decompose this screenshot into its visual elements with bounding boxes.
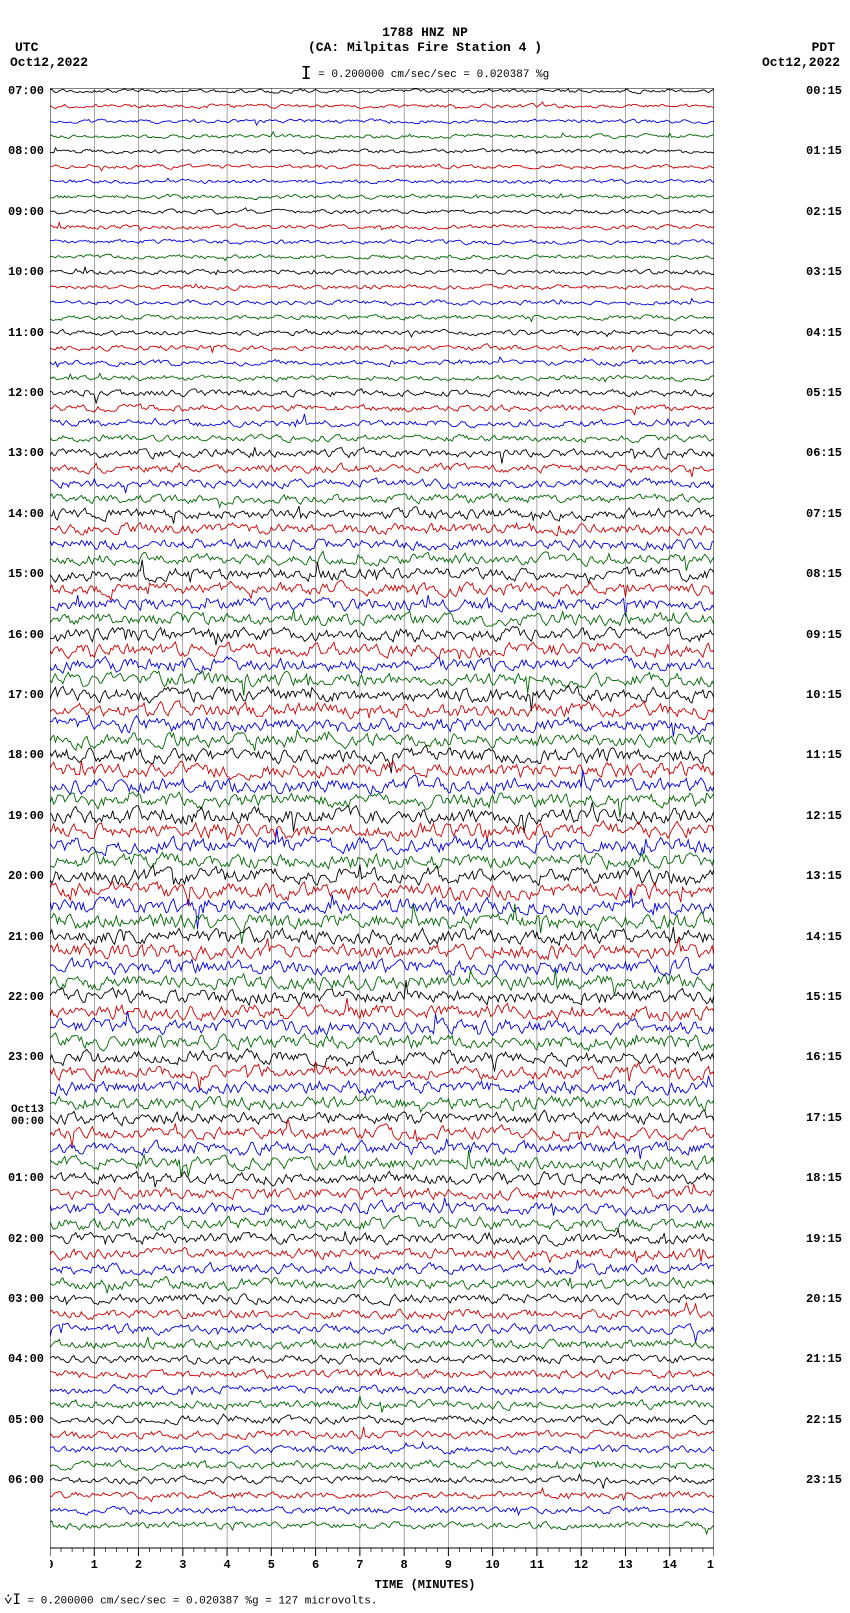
time-label: 01:00 (8, 1171, 44, 1185)
scale-label: 𝙸 = 0.200000 cm/sec/sec = 0.020387 %g (0, 63, 850, 85)
time-label: 15:15 (806, 990, 842, 1004)
svg-text:11: 11 (530, 1558, 544, 1572)
time-label: 12:15 (806, 809, 842, 823)
time-label: 08:00 (8, 144, 44, 158)
svg-text:3: 3 (179, 1558, 186, 1572)
time-label: 16:15 (806, 1050, 842, 1064)
time-label: 14:15 (806, 930, 842, 944)
time-label: 21:00 (8, 930, 44, 944)
time-label: 12:00 (8, 386, 44, 400)
time-label: 22:00 (8, 990, 44, 1004)
time-label: 23:00 (8, 1050, 44, 1064)
time-label: 17:15 (806, 1111, 842, 1125)
time-label: 03:00 (8, 1292, 44, 1306)
time-label: 21:15 (806, 1352, 842, 1366)
svg-text:1: 1 (91, 1558, 98, 1572)
time-label: 01:15 (806, 144, 842, 158)
svg-text:8: 8 (401, 1558, 408, 1572)
chart-title-line2: (CA: Milpitas Fire Station 4 ) (0, 40, 850, 55)
time-label: 11:15 (806, 748, 842, 762)
time-label: 23:15 (806, 1473, 842, 1487)
x-axis-label: TIME (MINUTES) (0, 1578, 850, 1592)
svg-text:12: 12 (574, 1558, 588, 1572)
right-time-axis: 00:1501:1502:1503:1504:1505:1506:1507:15… (802, 88, 850, 1548)
time-label: 19:00 (8, 809, 44, 823)
seismogram-page: UTC Oct12,2022 PDT Oct12,2022 1788 HNZ N… (0, 0, 850, 1613)
svg-text:5: 5 (268, 1558, 275, 1572)
time-label: 22:15 (806, 1413, 842, 1427)
time-label: 20:15 (806, 1292, 842, 1306)
scale-tick-icon: 𝙸 (301, 63, 312, 85)
time-label: 09:15 (806, 628, 842, 642)
time-label: 13:15 (806, 869, 842, 883)
time-label: 18:15 (806, 1171, 842, 1185)
time-label: 19:15 (806, 1232, 842, 1246)
time-label: 10:00 (8, 265, 44, 279)
time-label: 07:00 (8, 84, 44, 98)
svg-text:7: 7 (356, 1558, 363, 1572)
chart-title: 1788 HNZ NP (CA: Milpitas Fire Station 4… (0, 25, 850, 55)
svg-text:13: 13 (618, 1558, 632, 1572)
time-label: 04:00 (8, 1352, 44, 1366)
time-label: 11:00 (8, 326, 44, 340)
svg-text:2: 2 (135, 1558, 142, 1572)
time-label: 09:00 (8, 205, 44, 219)
scale-text: = 0.200000 cm/sec/sec = 0.020387 %g (312, 69, 550, 81)
time-label: Oct1300:00 (11, 1104, 44, 1128)
time-label: 17:00 (8, 688, 44, 702)
svg-text:15: 15 (707, 1558, 714, 1572)
time-label: 14:00 (8, 507, 44, 521)
seismogram-plot: 0123456789101112131415 (50, 88, 714, 1548)
time-label: 18:00 (8, 748, 44, 762)
svg-text:14: 14 (663, 1558, 677, 1572)
time-label: 10:15 (806, 688, 842, 702)
time-label: 05:15 (806, 386, 842, 400)
time-label: 07:15 (806, 507, 842, 521)
time-label: 05:00 (8, 1413, 44, 1427)
left-time-axis: 07:0008:0009:0010:0011:0012:0013:0014:00… (0, 88, 48, 1548)
time-label: 06:15 (806, 446, 842, 460)
time-label: 13:00 (8, 446, 44, 460)
svg-text:4: 4 (223, 1558, 230, 1572)
chart-title-line1: 1788 HNZ NP (0, 25, 850, 40)
time-label: 03:15 (806, 265, 842, 279)
footer-scale: ⩒𝙸 = 0.200000 cm/sec/sec = 0.020387 %g =… (4, 1592, 377, 1609)
time-label: 06:00 (8, 1473, 44, 1487)
time-label: 20:00 (8, 869, 44, 883)
seismogram-svg: 0123456789101112131415 (50, 88, 714, 1578)
time-label: 04:15 (806, 326, 842, 340)
time-label: 02:00 (8, 1232, 44, 1246)
time-label: 00:15 (806, 84, 842, 98)
time-label: 02:15 (806, 205, 842, 219)
time-label: 15:00 (8, 567, 44, 581)
svg-text:10: 10 (485, 1558, 499, 1572)
svg-text:6: 6 (312, 1558, 319, 1572)
footer-text: = 0.200000 cm/sec/sec = 0.020387 %g = 12… (21, 1595, 377, 1607)
footer-tick-icon: ⩒𝙸 (4, 1593, 21, 1609)
svg-text:9: 9 (445, 1558, 452, 1572)
svg-text:0: 0 (50, 1558, 54, 1572)
time-label: 16:00 (8, 628, 44, 642)
time-label: 08:15 (806, 567, 842, 581)
